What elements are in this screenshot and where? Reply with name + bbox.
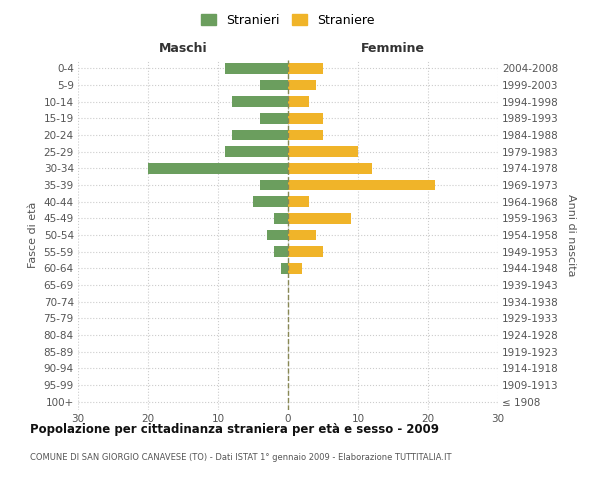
Bar [232,130,288,140]
Bar [225,146,288,157]
Bar [288,80,316,90]
Bar [288,196,309,207]
Bar [274,213,288,224]
Bar [225,63,288,74]
Bar [260,80,288,90]
Bar [288,180,435,190]
Bar [281,263,288,274]
Bar [267,230,288,240]
Bar [288,246,323,257]
Text: Femmine: Femmine [361,42,425,55]
Bar [288,163,372,174]
Bar [274,246,288,257]
Bar [260,180,288,190]
Bar [253,196,288,207]
Y-axis label: Anni di nascita: Anni di nascita [566,194,575,276]
Bar [288,230,316,240]
Bar [288,63,323,74]
Bar [288,213,351,224]
Bar [288,263,302,274]
Bar [288,113,323,124]
Text: COMUNE DI SAN GIORGIO CANAVESE (TO) - Dati ISTAT 1° gennaio 2009 - Elaborazione : COMUNE DI SAN GIORGIO CANAVESE (TO) - Da… [30,452,452,462]
Bar [288,146,358,157]
Bar [288,96,309,107]
Bar [232,96,288,107]
Legend: Stranieri, Straniere: Stranieri, Straniere [196,8,380,32]
Text: Maschi: Maschi [158,42,208,55]
Text: Popolazione per cittadinanza straniera per età e sesso - 2009: Popolazione per cittadinanza straniera p… [30,422,439,436]
Bar [288,130,323,140]
Y-axis label: Fasce di età: Fasce di età [28,202,38,268]
Bar [260,113,288,124]
Bar [148,163,288,174]
